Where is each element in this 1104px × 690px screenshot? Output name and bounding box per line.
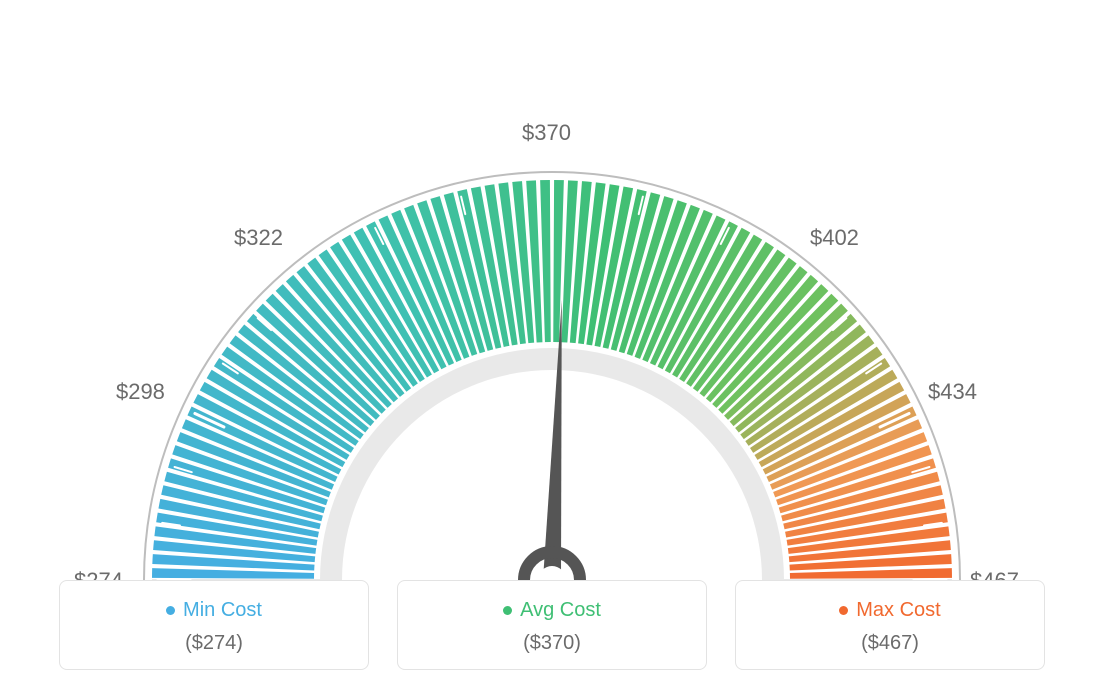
legend-label-min: Min Cost: [183, 599, 262, 621]
legend-title-max: Max Cost: [746, 599, 1034, 622]
legend-title-avg: Avg Cost: [408, 599, 696, 622]
legend-card-max: Max Cost ($467): [735, 580, 1045, 670]
legend-dot-max: [839, 606, 848, 615]
legend-row: Min Cost ($274) Avg Cost ($370) Max Cost…: [0, 580, 1104, 670]
gauge-tick-label: $298: [116, 379, 165, 405]
legend-dot-avg: [503, 606, 512, 615]
gauge-tick-label: $402: [810, 225, 859, 251]
legend-label-max: Max Cost: [856, 599, 940, 621]
legend-card-avg: Avg Cost ($370): [397, 580, 707, 670]
legend-title-min: Min Cost: [70, 599, 358, 622]
legend-label-avg: Avg Cost: [520, 599, 601, 621]
gauge-tick-label: $370: [522, 120, 571, 146]
legend-value-max: ($467): [746, 632, 1034, 655]
legend-value-avg: ($370): [408, 632, 696, 655]
legend-value-min: ($274): [70, 632, 358, 655]
gauge-chart: $274$298$322$370$402$434$467: [0, 0, 1104, 580]
gauge-tick-label: $434: [928, 379, 977, 405]
gauge-tick-label: $322: [234, 225, 283, 251]
legend-card-min: Min Cost ($274): [59, 580, 369, 670]
legend-dot-min: [166, 606, 175, 615]
gauge-svg: [0, 20, 1104, 600]
